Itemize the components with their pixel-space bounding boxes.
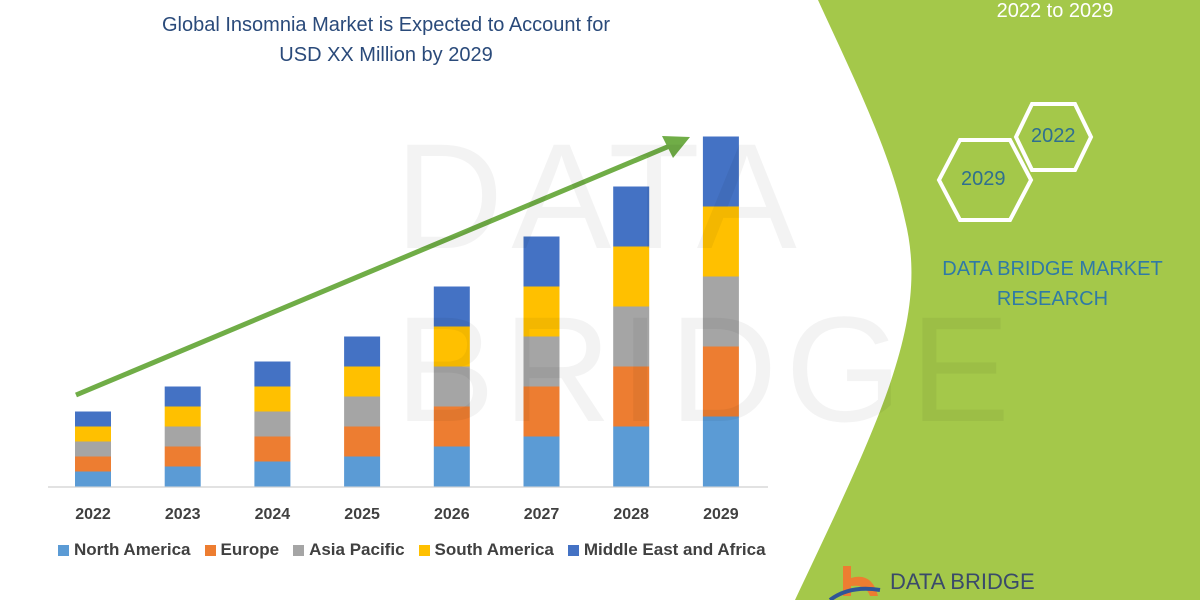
bar-segment [523,236,560,287]
bar-segment [433,286,470,327]
legend-label: North America [74,540,191,559]
legend-swatch [567,544,579,556]
logo-text: DATA BRIDGE [890,569,1035,594]
brand-name: DATA BRIDGE MARKET RESEARCH [920,254,1185,314]
logo-icon [828,566,881,600]
brand-line-2: RESEARCH [996,288,1109,310]
trend-arrow-line [75,142,673,398]
bar-segment [254,461,291,487]
legend-label: Asia Pacific [309,540,405,559]
x-tick-label: 2027 [524,506,560,523]
bar-segment [613,246,650,307]
hex-label-2022: 2022 [1031,125,1076,147]
hex-label-2029: 2029 [961,168,1006,190]
bar-segment [164,406,201,427]
legend-label: Middle East and Africa [583,540,766,559]
legend-swatch [58,544,69,556]
bar-segment [433,446,470,487]
bar-segment [75,411,111,427]
legend-item: Middle East and Africa [567,540,766,560]
bar-segment [75,456,111,472]
chart-title-line-1: Global Insomnia Market is Expected to Ac… [162,14,610,36]
bar-segment [254,386,291,412]
hexagon-2029 [936,138,1034,222]
x-tick-label: 2023 [165,506,201,523]
bar-segment [344,456,381,487]
bar-segment [433,406,470,447]
trend-arrow-head-icon [662,136,690,158]
bar-segment [523,436,560,487]
legend-swatch [418,544,430,556]
bar-segment [254,436,291,462]
bar-segment [613,366,650,427]
bar-segment [523,386,560,437]
legend-item: South America [418,540,554,560]
bar-segment [164,466,201,487]
bar-segment [344,336,381,367]
legend-item: Europe [204,540,280,560]
x-tick-label: 2025 [344,506,380,523]
brand-line-1: DATA BRIDGE MARKET [942,258,1163,280]
x-tick-label: 2026 [434,506,470,523]
bar-segment [613,306,650,367]
bar-segment [613,186,650,247]
bar-segment [344,426,381,457]
bar-segment [523,336,560,387]
bar-segment [433,326,470,367]
green-side-panel [795,0,1200,600]
legend-label: Europe [220,540,280,559]
bar-segment [344,366,381,397]
bar-segment [164,446,201,467]
bar-segment [702,276,739,347]
x-tick-label: 2028 [613,506,649,523]
bar-segment [75,441,111,457]
bar-segment [75,471,111,487]
bar-segment [164,426,201,447]
legend-swatch [293,544,305,556]
chart-legend: North America Europe Asia Pacific South Ame… [58,540,766,560]
bar-segment [75,426,111,442]
watermark: DATA BRIDGE [395,110,1200,456]
bar-segment [702,206,739,277]
bar-segment [702,416,739,487]
x-tick-label: 2024 [255,506,291,523]
x-tick-label: 2022 [75,506,111,523]
hexagon-2022 [1013,102,1094,172]
bar-segment [344,396,381,427]
bar-segment [702,346,739,417]
forecast-period: 2022 to 2029 [996,0,1114,22]
bar-segment [613,426,650,487]
x-tick-label: 2029 [703,506,739,523]
legend-item: Asia Pacific [293,540,405,560]
bar-segment [254,411,291,437]
legend-swatch [204,544,216,556]
legend-label: South America [434,540,554,559]
bar-segment [164,386,201,407]
bar-segment [523,286,560,337]
bar-segment [254,361,291,387]
bar-segment [433,366,470,407]
legend-item: North America [58,540,191,560]
bar-segment [702,136,739,207]
chart-title-line-2: USD XX Million by 2029 [279,44,493,66]
